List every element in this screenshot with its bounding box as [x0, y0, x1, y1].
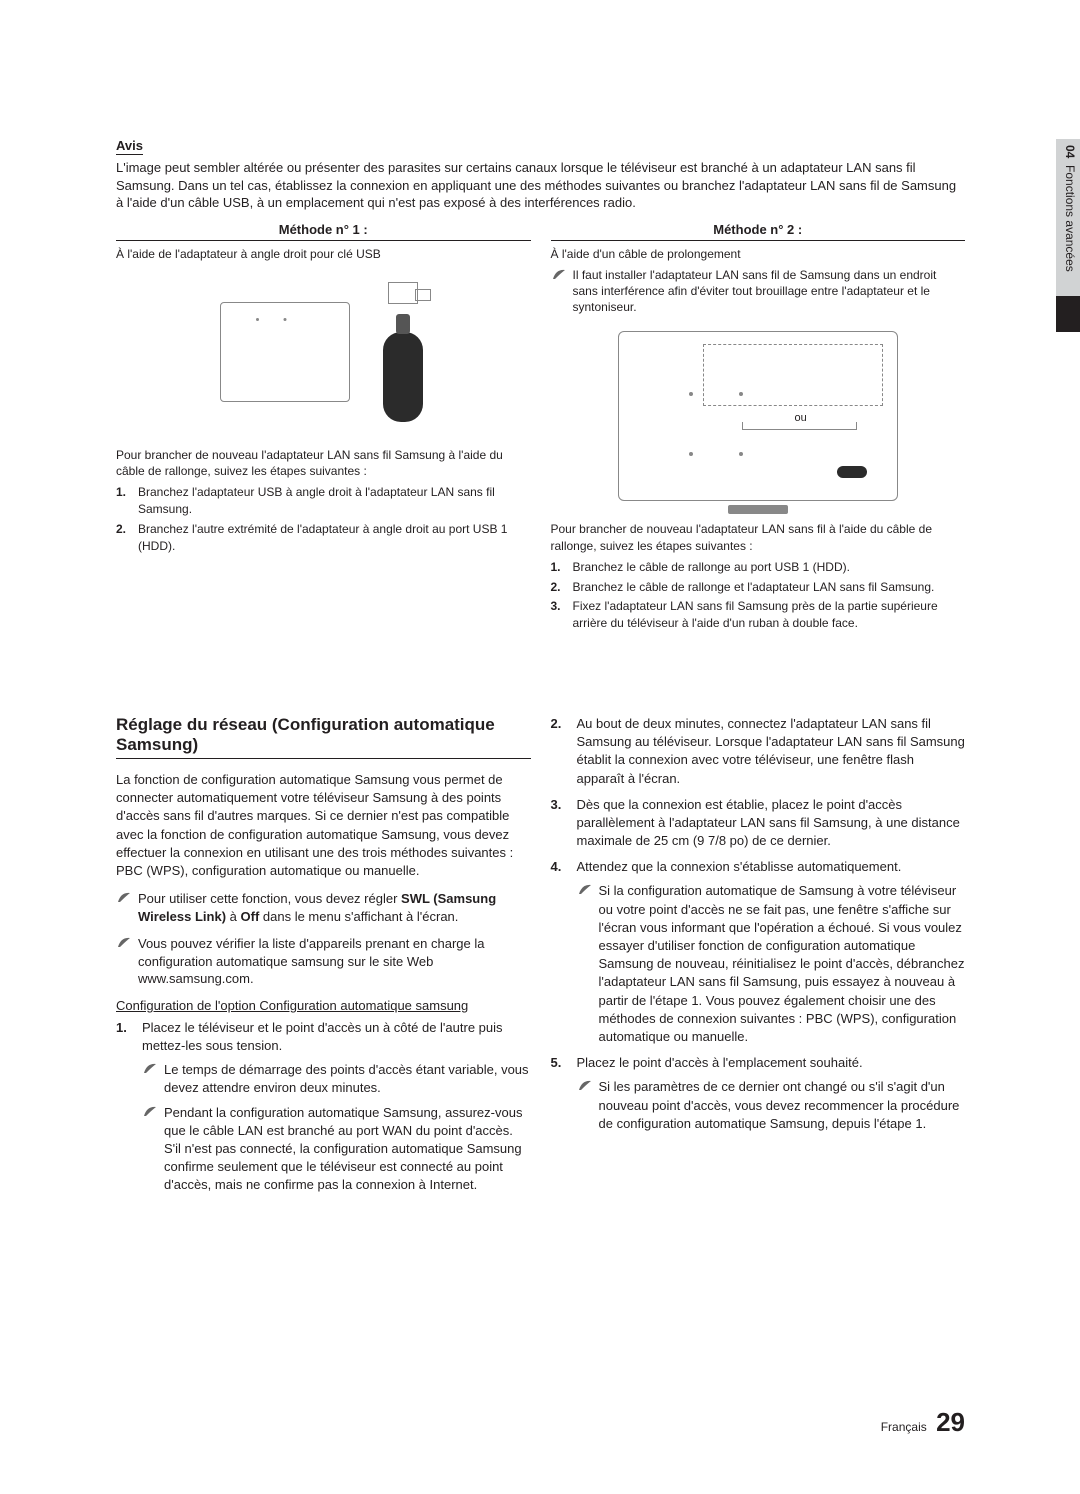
- connector-group: [380, 282, 426, 422]
- step-num: 3.: [551, 598, 565, 632]
- methods-row: Méthode n° 1 : À l'aide de l'adaptateur …: [116, 222, 965, 635]
- tv-back-icon: ou: [618, 331, 898, 501]
- bracket-icon: [742, 422, 857, 430]
- method1-steps: Pour brancher de nouveau l'adaptateur LA…: [116, 447, 531, 555]
- adapter-small: [837, 466, 867, 478]
- step-num: 1.: [116, 484, 130, 518]
- page-content: Avis L'image peut sembler altérée ou pré…: [0, 0, 1080, 1259]
- avis-heading: Avis: [116, 138, 143, 155]
- step-num: 5.: [551, 1054, 567, 1133]
- step-text: Branchez l'adaptateur USB à angle droit …: [138, 484, 531, 518]
- reglage-note1: Pour utiliser cette fonction, vous devez…: [116, 890, 531, 925]
- note-icon: [551, 267, 567, 281]
- step-num: 2.: [551, 715, 567, 788]
- method1-title: Méthode n° 1 :: [116, 222, 531, 241]
- sub-note: Si la configuration automatique de Samsu…: [577, 882, 966, 1046]
- note-text: Vous pouvez vérifier la liste d'appareil…: [138, 935, 531, 988]
- note-icon: [577, 882, 593, 896]
- method2-intro: Pour brancher de nouveau l'adaptateur LA…: [551, 521, 966, 555]
- reglage-p1: La fonction de configuration automatique…: [116, 771, 531, 880]
- reglage-title: Réglage du réseau (Configuration automat…: [116, 715, 531, 759]
- note-text: Pour utiliser cette fonction, vous devez…: [138, 890, 531, 925]
- method2-sub: À l'aide d'un câble de prolongement: [551, 247, 966, 261]
- method2-col: Méthode n° 2 : À l'aide d'un câble de pr…: [551, 222, 966, 635]
- step-text: Branchez l'autre extrémité de l'adaptate…: [138, 521, 531, 555]
- usb-connector-icon: [388, 282, 418, 304]
- page-number: 29: [936, 1407, 965, 1437]
- note-icon: [142, 1061, 158, 1075]
- step-text: Branchez le câble de rallonge au port US…: [573, 559, 850, 576]
- step-text: Fixez l'adaptateur LAN sans fil Samsung …: [573, 598, 966, 632]
- method2-tip: Il faut installer l'adaptateur LAN sans …: [551, 267, 966, 316]
- config-subheading: Configuration de l'option Configuration …: [116, 998, 531, 1013]
- step-3: 3. Dès que la connexion est établie, pla…: [551, 796, 966, 851]
- reglage-left: Réglage du réseau (Configuration automat…: [116, 635, 531, 1203]
- step-2: 2. Au bout de deux minutes, connectez l'…: [551, 715, 966, 788]
- step-5: 5. Placez le point d'accès à l'emplaceme…: [551, 1054, 966, 1133]
- reglage-note2: Vous pouvez vérifier la liste d'appareil…: [116, 935, 531, 988]
- sub-note: Si les paramètres de ce dernier ont chan…: [577, 1078, 966, 1133]
- step-num: 2.: [116, 521, 130, 555]
- step-num: 1.: [116, 1019, 132, 1195]
- page-footer: Français 29: [881, 1407, 965, 1438]
- step-num: 3.: [551, 796, 567, 851]
- lang-label: Français: [881, 1420, 927, 1434]
- reglage-right: 2. Au bout de deux minutes, connectez l'…: [551, 715, 966, 1203]
- step-body: Attendez que la connexion s'établisse au…: [577, 858, 966, 1046]
- tip-text: Il faut installer l'adaptateur LAN sans …: [573, 267, 966, 316]
- sub-note: Le temps de démarrage des points d'accès…: [142, 1061, 531, 1097]
- method1-diagram: [116, 267, 531, 437]
- sub-note: Pendant la configuration automatique Sam…: [142, 1104, 531, 1195]
- step-body: Placez le téléviseur et le point d'accès…: [142, 1019, 531, 1195]
- wifi-adapter-icon: [383, 332, 423, 422]
- method2-title: Méthode n° 2 :: [551, 222, 966, 241]
- reglage-row: Réglage du réseau (Configuration automat…: [116, 635, 965, 1203]
- step-4: 4. Attendez que la connexion s'établisse…: [551, 858, 966, 1046]
- tv-icon: [220, 302, 350, 402]
- method1-col: Méthode n° 1 : À l'aide de l'adaptateur …: [116, 222, 531, 635]
- step-1: 1. Placez le téléviseur et le point d'ac…: [116, 1019, 531, 1195]
- step-num: 2.: [551, 579, 565, 596]
- method2-steps: Pour brancher de nouveau l'adaptateur LA…: [551, 521, 966, 632]
- step-body: Placez le point d'accès à l'emplacement …: [577, 1054, 966, 1133]
- note-icon: [142, 1104, 158, 1118]
- method1-intro: Pour brancher de nouveau l'adaptateur LA…: [116, 447, 531, 481]
- note-icon: [577, 1078, 593, 1092]
- step-text: Branchez le câble de rallonge et l'adapt…: [573, 579, 935, 596]
- note-icon: [116, 935, 132, 949]
- mount-area: [703, 344, 883, 406]
- method2-diagram: ou: [551, 321, 966, 511]
- note-icon: [116, 890, 132, 904]
- step-num: 4.: [551, 858, 567, 1046]
- avis-text: L'image peut sembler altérée ou présente…: [116, 159, 965, 212]
- step-num: 1.: [551, 559, 565, 576]
- method1-sub: À l'aide de l'adaptateur à angle droit p…: [116, 247, 531, 261]
